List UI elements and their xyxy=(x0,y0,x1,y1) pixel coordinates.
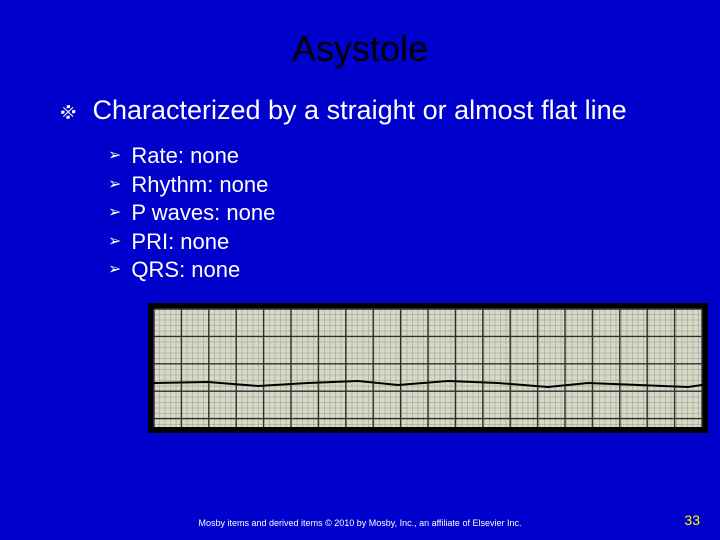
sub-bullet-text: Rate: none xyxy=(131,142,239,171)
sub-bullet: ➢ Rate: none xyxy=(108,142,680,171)
main-bullet: ፠ Characterized by a straight or almost … xyxy=(60,94,680,128)
content-area: ፠ Characterized by a straight or almost … xyxy=(0,94,720,433)
slide-title: Asystole xyxy=(0,0,720,94)
main-bullet-icon: ፠ xyxy=(60,98,76,128)
sub-bullet-icon: ➢ xyxy=(108,175,121,196)
sub-bullet-icon: ➢ xyxy=(108,146,121,167)
ecg-strip xyxy=(148,303,708,433)
sub-bullet: ➢ QRS: none xyxy=(108,256,680,285)
sub-bullet-text: QRS: none xyxy=(131,256,240,285)
sub-bullet-icon: ➢ xyxy=(108,232,121,253)
sub-bullet-icon: ➢ xyxy=(108,260,121,281)
sub-bullet-text: PRI: none xyxy=(131,228,229,257)
main-bullet-text: Characterized by a straight or almost fl… xyxy=(92,94,626,128)
sub-bullet: ➢ P waves: none xyxy=(108,199,680,228)
sub-bullet-icon: ➢ xyxy=(108,203,121,224)
sub-bullet: ➢ PRI: none xyxy=(108,228,680,257)
sub-bullet-text: P waves: none xyxy=(131,199,275,228)
ecg-svg xyxy=(148,303,708,433)
sub-bullet-text: Rhythm: none xyxy=(131,171,268,200)
sub-bullet: ➢ Rhythm: none xyxy=(108,171,680,200)
copyright-footer: Mosby items and derived items © 2010 by … xyxy=(0,518,720,528)
sublist: ➢ Rate: none ➢ Rhythm: none ➢ P waves: n… xyxy=(60,142,680,285)
page-number: 33 xyxy=(684,512,700,528)
